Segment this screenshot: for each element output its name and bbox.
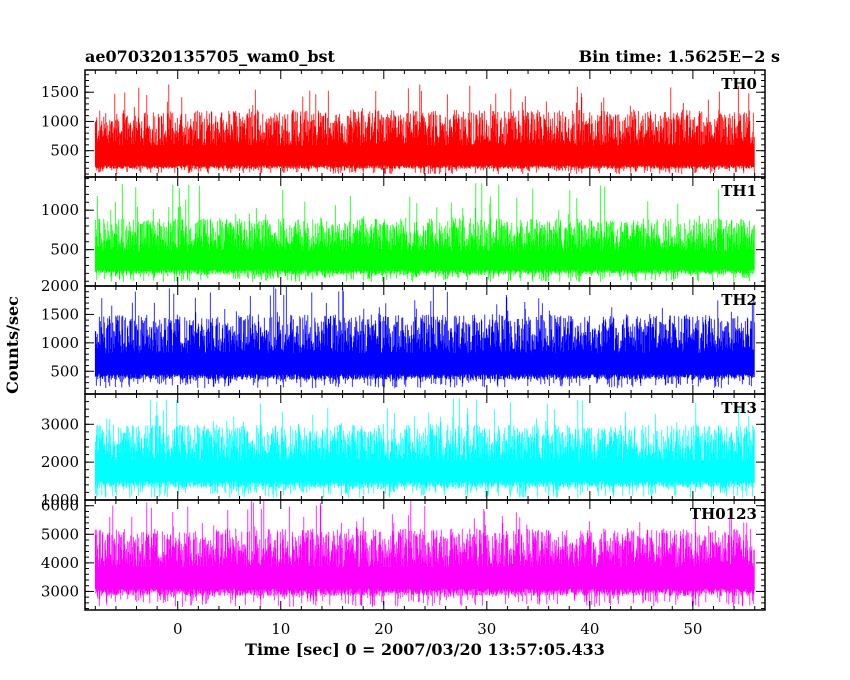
panel-label-th3: TH3 <box>721 399 757 417</box>
y-axis-label: Counts/sec <box>3 296 22 394</box>
x-tick-label: 0 <box>173 620 183 638</box>
bin-time-label: Bin time: 1.5625E−2 s <box>579 47 780 66</box>
chart-title: ae070320135705_wam0_bst <box>85 47 336 66</box>
x-tick-label: 10 <box>271 620 290 638</box>
x-tick-label: 30 <box>477 620 496 638</box>
x-tick-label: 50 <box>683 620 702 638</box>
series-th2 <box>94 286 755 389</box>
x-tick-label: 20 <box>374 620 393 638</box>
y-tick-label: 5000 <box>41 525 79 543</box>
series-th1 <box>94 183 755 282</box>
series-th3 <box>94 398 755 498</box>
y-tick-label: 500 <box>50 241 79 259</box>
panel-th1: 500 1000 TH1 <box>41 176 766 287</box>
panel-th0123: 3000 4000 5000 6000 TH0123 <box>41 497 766 611</box>
y-tick-label: 1000 <box>41 334 79 352</box>
y-tick-label: 1500 <box>41 83 79 101</box>
y-tick-label: 3000 <box>41 415 79 433</box>
y-tick-label: 500 <box>50 142 79 160</box>
y-tick-label: 2000 <box>41 453 79 471</box>
panel-th0: 500 1000 1500 TH0 <box>41 69 766 178</box>
panels-group: 500 1000 1500 TH0 500 1000 TH1 500 1000 1500 2000 T… <box>41 69 766 611</box>
y-tick-label: 4000 <box>41 554 79 572</box>
x-axis: 0 10 20 30 40 50 <box>173 620 702 638</box>
series-th0 <box>94 84 755 175</box>
panel-label-th2: TH2 <box>721 291 757 309</box>
y-tick-label: 1000 <box>41 491 79 509</box>
y-tick-label: 1000 <box>41 201 79 219</box>
y-tick-label: 1500 <box>41 305 79 323</box>
panel-label-th1: TH1 <box>721 182 757 200</box>
y-tick-label: 1000 <box>41 112 79 130</box>
y-tick-label: 2000 <box>41 277 79 295</box>
x-axis-label: Time [sec] 0 = 2007/03/20 13:57:05.433 <box>245 640 605 659</box>
x-tick-label: 40 <box>580 620 599 638</box>
series-th0123 <box>94 500 755 608</box>
y-tick-label: 500 <box>50 362 79 380</box>
y-tick-label: 3000 <box>41 582 79 600</box>
panel-th2: 500 1000 1500 2000 TH2 <box>41 277 766 395</box>
panel-label-th0123: TH0123 <box>690 505 757 523</box>
y-tick-label: 6000 <box>41 497 79 515</box>
panel-th3: 1000 2000 3000 TH3 <box>41 393 766 509</box>
panel-label-th0: TH0 <box>721 75 757 93</box>
